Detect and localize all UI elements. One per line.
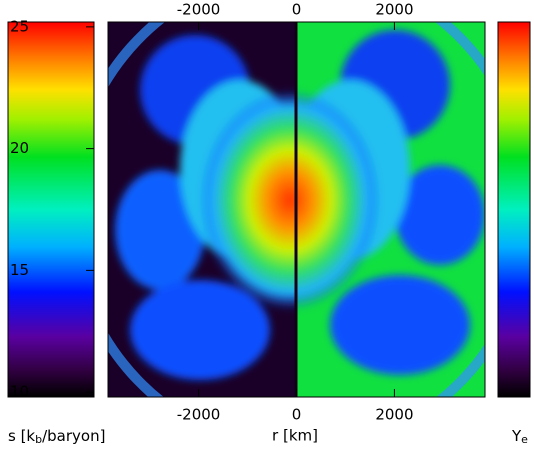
x-tick-label: -2000 — [177, 406, 221, 424]
simulation-image — [108, 22, 485, 397]
colorbar-tick-label: 20 — [10, 139, 29, 157]
top-tick-label: 2000 — [375, 1, 413, 19]
top-tick-label: 0 — [292, 1, 302, 19]
colorbar-tick-label: 15 — [10, 261, 29, 279]
x-axis-label: r [km] — [272, 427, 318, 445]
colorbar-label: s [kb/baryon] — [8, 427, 105, 447]
right-colorbar — [497, 21, 531, 398]
left-colorbar — [7, 21, 95, 398]
colorbar-tick-label: 25 — [10, 17, 29, 35]
x-tick-label: 2000 — [375, 406, 413, 424]
colorbar-tick-label: 10 — [10, 383, 29, 401]
top-tick-label: -2000 — [177, 1, 221, 19]
x-tick-label: 0 — [292, 406, 302, 424]
colorbar-label: Ye — [511, 427, 528, 447]
